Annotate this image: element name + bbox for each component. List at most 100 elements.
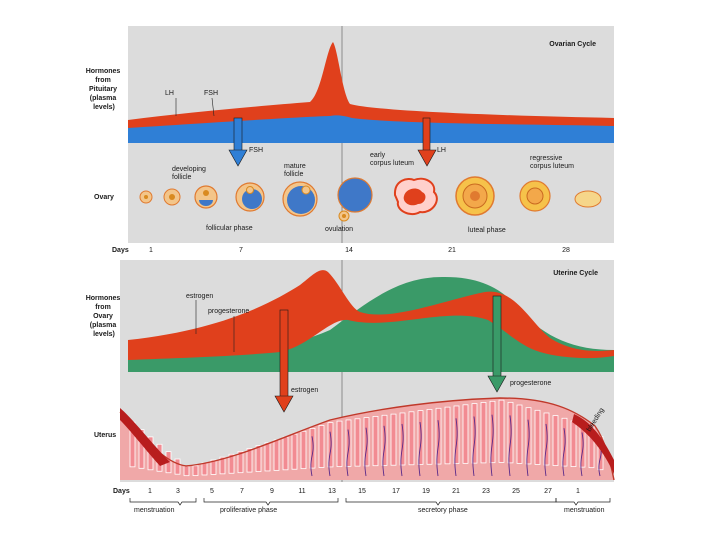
endometrial-gland xyxy=(390,413,397,466)
phase-brackets xyxy=(129,498,611,506)
endometrial-gland xyxy=(228,453,235,474)
spiral-artery xyxy=(562,428,566,477)
spiral-artery xyxy=(364,427,368,477)
endometrial-gland xyxy=(507,401,514,464)
uterine-day-tick: 7 xyxy=(240,488,244,495)
endometrial-gland xyxy=(399,412,406,466)
progesterone-label: progesterone xyxy=(208,308,249,315)
ovary-hormones-label: Hormones from Ovary (plasma levels) xyxy=(86,295,123,338)
uterine-cycle-title: Uterine Cycle xyxy=(553,270,598,277)
endometrial-gland xyxy=(354,418,361,467)
lh-arrow-label: LH xyxy=(437,147,446,154)
endometrial-gland xyxy=(309,427,316,469)
endometrial-gland xyxy=(561,417,568,467)
endometrial-gland xyxy=(516,404,523,464)
endometrial-gland xyxy=(363,417,370,467)
estrogen-arrow xyxy=(274,309,294,413)
endometrial-gland xyxy=(480,402,487,464)
developing-follicle-label: developing follicle xyxy=(172,166,208,181)
endometrial-gland xyxy=(462,404,469,464)
uterine-day-tick: 11 xyxy=(298,488,305,495)
lh-arrow xyxy=(417,117,437,167)
endometrial-gland xyxy=(588,425,595,469)
spiral-artery xyxy=(544,423,548,477)
endometrial-gland xyxy=(201,462,208,476)
uterine-day-tick: 23 xyxy=(482,488,490,495)
ovarian-day-tick: 1 xyxy=(149,247,153,254)
endometrial-gland xyxy=(237,450,244,474)
endometrial-gland xyxy=(336,420,343,468)
uterine-day-tick: 9 xyxy=(270,488,274,495)
uterine-day-tick: 13 xyxy=(328,488,336,495)
endometrial-gland xyxy=(255,445,262,472)
estrogen-arrow-label: estrogen xyxy=(291,387,318,394)
uterine-days-label: Days xyxy=(113,488,130,495)
ovarian-day-tick: 28 xyxy=(562,247,570,254)
progesterone-arrow-label: progesterone xyxy=(510,380,551,387)
menstrual-shedding-right xyxy=(572,414,614,474)
endometrial-gland xyxy=(282,436,289,471)
lh-label: LH xyxy=(165,90,174,97)
spiral-artery xyxy=(400,423,404,477)
follicle-sequence xyxy=(139,176,602,222)
endometrial-gland xyxy=(345,419,352,467)
endometrial-gland xyxy=(264,442,271,472)
uterine-day-tick: 17 xyxy=(392,488,400,495)
spiral-artery xyxy=(472,416,476,477)
endometrial-gland xyxy=(471,403,478,464)
menstruation-phase-label: menstruation xyxy=(134,507,175,514)
endometrial-gland xyxy=(435,407,442,465)
endometrial-gland xyxy=(408,411,415,466)
endometrial-gland xyxy=(489,400,496,464)
fsh-arrow-label: FSH xyxy=(249,147,263,154)
fsh-leader xyxy=(211,97,215,117)
endometrial-gland xyxy=(318,425,325,468)
endometrial-glands xyxy=(129,399,604,477)
ovarian-day-tick: 21 xyxy=(448,247,456,254)
endometrial-gland xyxy=(426,409,433,465)
endometrial-gland xyxy=(246,448,253,473)
ovarian-day-tick: 14 xyxy=(345,247,353,254)
ovarian-cycle-panel: Ovarian Cycle LH FSH FSH LH developing f… xyxy=(128,26,614,243)
spiral-artery xyxy=(454,418,458,477)
lh-band xyxy=(128,42,614,128)
progesterone-arrow xyxy=(487,295,507,393)
endometrium-surface xyxy=(119,397,615,481)
uterine-day-tick: 19 xyxy=(422,488,430,495)
uterine-day-tick: 1 xyxy=(576,488,580,495)
menstrual-shedding-left xyxy=(120,408,170,466)
ovarian-cycle-title: Ovarian Cycle xyxy=(549,41,596,48)
uterus-label: Uterus xyxy=(94,432,116,439)
mature-follicle-label: mature follicle xyxy=(284,163,308,178)
spiral-artery xyxy=(580,432,584,477)
endometrial-gland xyxy=(291,433,298,470)
fsh-arrow xyxy=(228,117,248,167)
uterine-cycle-panel: Uterine Cycle estrogen progesterone estr… xyxy=(119,260,615,482)
endometrial-gland xyxy=(183,465,190,477)
spiral-artery xyxy=(526,419,530,477)
pituitary-hormones-label: Hormones from Pituitary (plasma levels) xyxy=(86,68,123,111)
ovarian-days-label: Days xyxy=(112,247,129,254)
estrogen-label: estrogen xyxy=(186,293,213,300)
endometrial-gland xyxy=(552,415,559,466)
endometrial-gland xyxy=(534,409,541,465)
endometrial-gland xyxy=(138,429,145,469)
endometrial-gland xyxy=(372,416,379,467)
uterine-day-tick: 21 xyxy=(452,488,460,495)
ovulation-label: ovulation xyxy=(325,226,353,233)
luteal-phase-label: luteal phase xyxy=(468,227,506,234)
endometrial-gland xyxy=(327,422,334,468)
endometrial-gland xyxy=(300,430,307,470)
endometrial-gland xyxy=(417,410,424,465)
uterine-day-tick: 15 xyxy=(358,488,366,495)
ovarian-day-axis: Days 1 7 14 21 28 xyxy=(112,247,570,254)
endometrial-gland xyxy=(273,439,280,471)
spiral-artery xyxy=(508,415,512,477)
menstruation-phase-label-2: menstruation xyxy=(564,507,605,514)
spiral-artery xyxy=(436,420,440,477)
proliferative-phase-label: proliferative phase xyxy=(220,507,277,514)
endometrial-gland xyxy=(444,406,451,465)
endometrial-gland xyxy=(174,458,181,475)
uterine-day-tick: 27 xyxy=(544,488,552,495)
